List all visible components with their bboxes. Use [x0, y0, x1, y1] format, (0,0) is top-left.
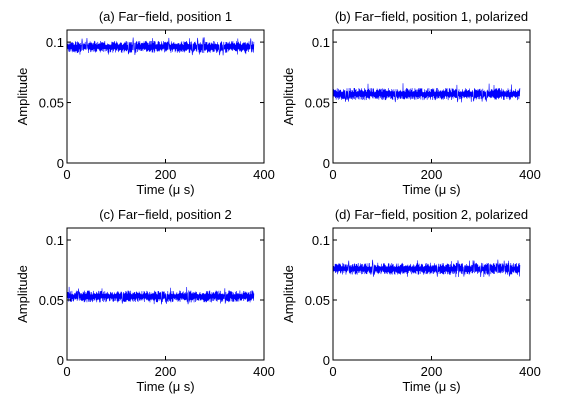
x-tick-label: 0	[329, 167, 336, 182]
y-tick-label: 0.05	[305, 293, 330, 308]
y-axis-label: Amplitude	[15, 265, 30, 323]
y-axis-label: Amplitude	[281, 265, 296, 323]
x-tick-label: 400	[253, 364, 275, 379]
x-tick-label: 0	[63, 364, 70, 379]
chart-panel-b: (b) Far−field, position 1, polarized 0 200…	[281, 9, 541, 197]
y-tick-label: 0	[323, 353, 330, 368]
chart-panel-c: (c) Far−field, position 2 0 200 400 0 0.05 0.1…	[15, 207, 275, 394]
chart-title: (a) Far−field, position 1	[99, 9, 232, 24]
x-tick-label: 200	[421, 167, 443, 182]
chart-title: (d) Far−field, position 2, polarized	[335, 207, 528, 222]
x-tick-label: 200	[155, 364, 177, 379]
y-axis-label: Amplitude	[15, 68, 30, 126]
x-tick-label: 200	[155, 167, 177, 182]
chart-panel-a: (a) Far−field, position 1 0 200 400 0 0.05 0.1…	[15, 9, 275, 197]
axes-box	[332, 227, 531, 361]
x-axis-label: Time (μ s)	[136, 379, 194, 394]
y-tick-label: 0.05	[39, 293, 64, 308]
x-axis-label: Time (μ s)	[136, 182, 194, 197]
x-tick-label: 200	[421, 364, 443, 379]
y-tick-label: 0	[323, 156, 330, 171]
signal-trace	[332, 259, 521, 278]
chart-title: (c) Far−field, position 2	[99, 207, 232, 222]
y-tick-label: 0.1	[46, 35, 64, 50]
y-tick-label: 0.05	[305, 96, 330, 111]
x-tick-label: 400	[253, 167, 275, 182]
chart-title: (b) Far−field, position 1, polarized	[335, 9, 528, 24]
y-tick-label: 0.1	[312, 233, 330, 248]
x-tick-label: 0	[63, 167, 70, 182]
x-tick-label: 0	[329, 364, 336, 379]
y-tick-label: 0.1	[46, 233, 64, 248]
x-tick-label: 400	[519, 364, 541, 379]
chart-panel-d: (d) Far−field, position 2, polarized 0 200…	[281, 207, 541, 394]
y-tick-label: 0.05	[39, 96, 64, 111]
y-tick-label: 0	[57, 353, 64, 368]
y-tick-label: 0	[57, 156, 64, 171]
x-axis-label: Time (μ s)	[402, 182, 460, 197]
x-axis-label: Time (μ s)	[402, 379, 460, 394]
y-tick-label: 0.1	[312, 35, 330, 50]
x-tick-label: 400	[519, 167, 541, 182]
signal-trace	[66, 37, 255, 56]
signal-trace	[332, 83, 521, 103]
y-axis-label: Amplitude	[281, 68, 296, 126]
signal-trace	[66, 286, 255, 305]
